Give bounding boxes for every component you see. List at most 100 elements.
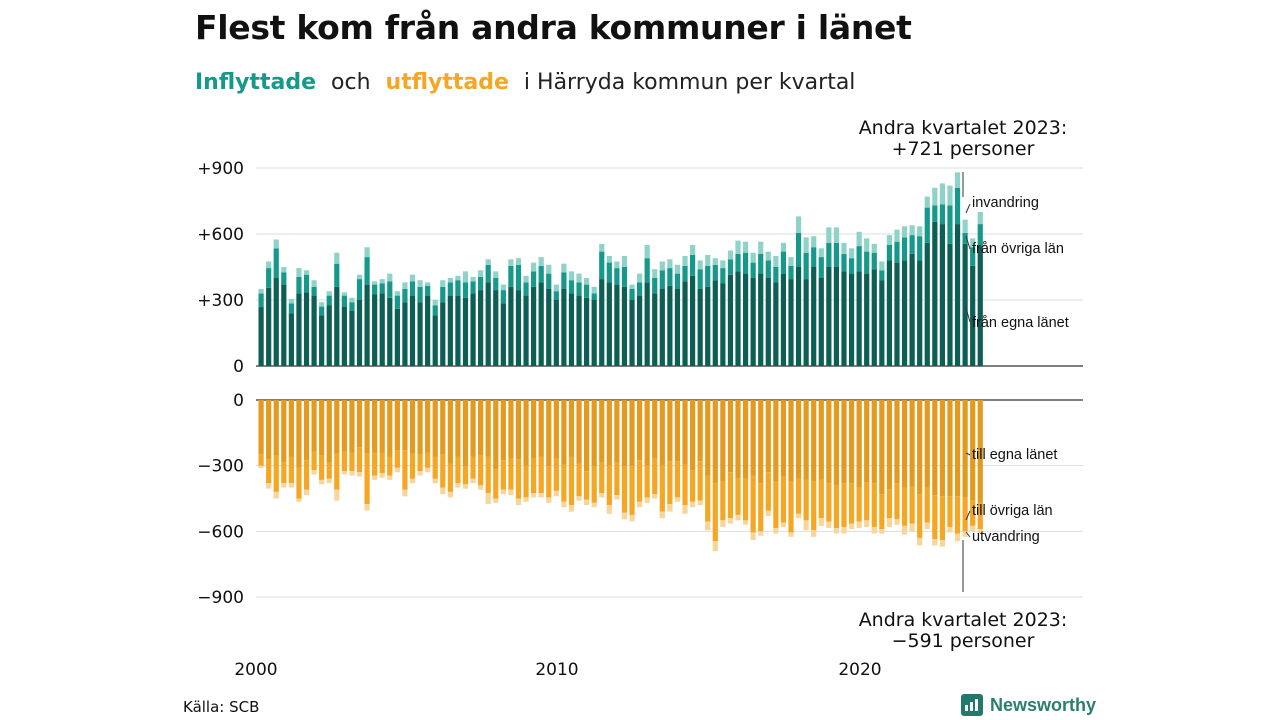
bar-out-utvandring (349, 471, 355, 476)
bar-out-utvandring (296, 498, 302, 502)
bar-out-utvandring (864, 520, 870, 527)
annotation-top-line1: Andra kvartalet 2023: (859, 117, 1068, 139)
bar-in-egna-lanet (652, 293, 658, 366)
bar-in-egna-lanet (977, 246, 983, 366)
bar-out-ovriga-lan (742, 478, 749, 521)
bar-in-egna-lanet (901, 260, 908, 366)
bar-in-ovriga-lan (561, 272, 567, 289)
bar-in-egna-lanet (311, 295, 317, 366)
bar-in-invandring (455, 275, 461, 281)
bar-in-ovriga-lan (758, 253, 764, 274)
bar-in-egna-lanet (538, 282, 544, 366)
bar-out-egna-lanet (296, 400, 302, 468)
bar-out-utvandring (568, 505, 575, 512)
bar-out-utvandring (440, 487, 446, 495)
series-leader-out (965, 531, 971, 538)
bar-in-ovriga-lan (962, 232, 968, 244)
bar-in-egna-lanet (954, 224, 961, 366)
bar-in-invandring (727, 250, 734, 260)
bar-out-egna-lanet (750, 400, 756, 476)
bar-in-ovriga-lan (296, 276, 302, 294)
bar-in-invandring (750, 252, 756, 263)
bar-in-invandring (826, 227, 832, 243)
bar-in-invandring (591, 286, 597, 294)
bar-in-egna-lanet (735, 271, 741, 366)
bar-out-utvandring (750, 532, 756, 541)
bar-out-ovriga-lan (705, 475, 711, 522)
bar-in-ovriga-lan (349, 302, 355, 311)
bar-out-ovriga-lan (818, 479, 824, 519)
bar-out-ovriga-lan (508, 458, 514, 490)
bar-out-ovriga-lan (478, 455, 484, 486)
bar-out-utvandring (780, 522, 787, 527)
bar-in-ovriga-lan (947, 205, 953, 244)
bar-out-ovriga-lan (326, 462, 332, 479)
bar-out-egna-lanet (387, 400, 393, 457)
bar-out-ovriga-lan (833, 485, 840, 529)
bar-in-ovriga-lan (886, 245, 893, 261)
bar-out-utvandring (531, 493, 537, 498)
bar-in-egna-lanet (659, 289, 665, 366)
bar-out-ovriga-lan (531, 458, 537, 494)
bar-out-ovriga-lan (553, 458, 559, 491)
bar-in-invandring (606, 256, 612, 263)
bar-in-egna-lanet (894, 262, 900, 366)
bar-in-invandring (531, 262, 537, 272)
bar-in-invandring (909, 225, 915, 236)
bar-in-egna-lanet (478, 290, 484, 366)
bar-out-utvandring (894, 519, 900, 525)
bar-out-ovriga-lan (599, 462, 605, 494)
bar-in-egna-lanet (705, 286, 711, 366)
bar-in-ovriga-lan (326, 295, 332, 306)
bar-in-egna-lanet (674, 289, 681, 366)
bar-out-utvandring (599, 493, 605, 498)
bar-in-egna-lanet (447, 295, 453, 366)
bar-in-invandring (833, 227, 840, 243)
bar-in-egna-lanet (750, 278, 756, 366)
bar-in-invandring (303, 270, 310, 275)
bar-out-ovriga-lan (773, 480, 779, 529)
bar-out-utvandring (364, 503, 370, 511)
bar-in-invandring (561, 263, 567, 273)
y-tick-label-top: 0 (233, 357, 244, 377)
bar-out-utvandring (281, 483, 287, 488)
bar-in-ovriga-lan (932, 205, 938, 222)
bar-out-egna-lanet (879, 400, 885, 495)
bar-in-invandring (273, 239, 279, 249)
bar-in-egna-lanet (546, 289, 552, 366)
bar-in-egna-lanet (288, 313, 294, 366)
bar-in-invandring (334, 252, 340, 264)
bar-out-ovriga-lan (303, 460, 310, 490)
bar-in-egna-lanet (394, 308, 400, 366)
bar-in-invandring (894, 229, 900, 242)
bar-out-ovriga-lan (288, 456, 294, 484)
bar-in-egna-lanet (334, 286, 340, 366)
bar-out-ovriga-lan (826, 483, 832, 522)
bar-in-invandring (879, 261, 885, 271)
bar-in-invandring (962, 219, 968, 233)
bar-out-ovriga-lan (750, 475, 756, 533)
bar-in-ovriga-lan (621, 267, 628, 287)
annotation-bottom-line2: −591 personer (892, 630, 1035, 652)
bar-in-invandring (871, 243, 877, 253)
bar-out-ovriga-lan (909, 486, 915, 524)
bar-out-ovriga-lan (727, 472, 734, 519)
bar-in-ovriga-lan (447, 282, 453, 296)
bar-out-utvandring (841, 526, 847, 534)
bar-in-egna-lanet (584, 297, 590, 366)
bar-in-ovriga-lan (584, 284, 590, 298)
bar-out-ovriga-lan (515, 459, 522, 499)
bar-out-utvandring (901, 525, 908, 535)
bar-out-utvandring (387, 475, 393, 480)
bar-in-ovriga-lan (281, 272, 287, 285)
bar-out-egna-lanet (326, 400, 332, 463)
bar-out-egna-lanet (826, 400, 832, 484)
bar-out-egna-lanet (856, 400, 862, 488)
bar-out-egna-lanet (962, 400, 968, 498)
bar-out-ovriga-lan (387, 456, 393, 476)
bar-in-egna-lanet (409, 295, 416, 366)
bar-in-ovriga-lan (712, 264, 718, 281)
bar-out-utvandring (606, 505, 612, 514)
bar-in-ovriga-lan (788, 265, 794, 280)
bar-out-utvandring (720, 520, 726, 527)
